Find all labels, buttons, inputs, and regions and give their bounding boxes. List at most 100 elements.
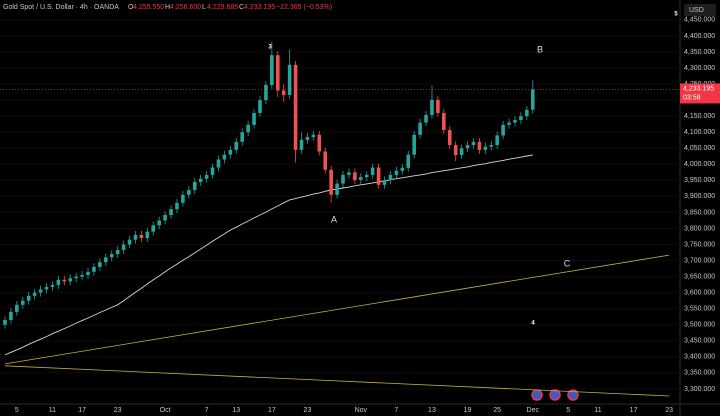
candle-body	[483, 146, 488, 150]
ohlc-key: O	[128, 4, 134, 11]
candle-body	[139, 234, 144, 239]
x-tick-label: 7	[394, 407, 398, 414]
change: −22.365 (−0.53%)	[276, 4, 332, 11]
candle-body	[50, 284, 55, 287]
candle-body	[157, 220, 161, 226]
candle-body	[329, 169, 333, 195]
candle-body	[530, 89, 535, 110]
candle-body	[240, 132, 244, 142]
legend-header: Gold Spot / U.S. Dollar · 4h · OANDA O 4,…	[3, 4, 332, 11]
candle-body	[32, 292, 37, 296]
candle-body	[370, 167, 375, 175]
y-tick-label: 4,050.000	[684, 145, 715, 152]
candle-body	[68, 278, 73, 282]
candle-body	[341, 174, 345, 184]
candle-body	[424, 114, 428, 123]
candle-body	[270, 55, 274, 86]
symbol-title: Gold Spot / U.S. Dollar · 4h · OANDA	[3, 4, 119, 11]
candle-body	[187, 189, 191, 195]
candle-body	[109, 254, 114, 258]
ohlc-value: 4,255.550	[133, 4, 164, 11]
x-tick-label: 17	[78, 407, 86, 414]
y-tick-label: 3,450.000	[684, 338, 715, 345]
candle-body	[15, 304, 19, 312]
currency-button[interactable]	[684, 4, 716, 16]
y-tick-label: 4,400.000	[684, 33, 715, 40]
y-tick-label: 3,650.000	[684, 273, 715, 280]
candle-body	[192, 181, 197, 190]
y-tick-label: 3,350.000	[684, 370, 715, 377]
candle-body	[513, 120, 517, 123]
event-icon[interactable]	[567, 389, 579, 401]
price-axis	[680, 0, 720, 416]
ohlc-value: 4,256.600	[170, 4, 201, 11]
candle-body	[507, 122, 511, 125]
candle-body	[115, 249, 120, 255]
candle-body	[400, 167, 405, 171]
ohlc-value: 4,233.195	[244, 4, 275, 11]
candle-body	[127, 239, 132, 245]
candle-body	[359, 177, 363, 181]
candle-body	[281, 90, 286, 95]
candle-body	[459, 148, 464, 155]
candle-body	[163, 214, 167, 221]
candle-body	[181, 194, 185, 203]
candle-body	[121, 244, 126, 250]
candle-body	[299, 139, 304, 150]
x-tick-label: Dec	[527, 407, 540, 414]
candle-body	[133, 234, 138, 240]
candle-body	[317, 134, 322, 152]
trendline	[4, 254, 670, 365]
x-tick-label: 25	[493, 407, 501, 414]
candle-body	[501, 124, 505, 136]
y-tick-label: 3,300.000	[684, 386, 715, 393]
candle-body	[447, 129, 452, 146]
candle-body	[62, 279, 67, 282]
moving-average	[4, 154, 533, 356]
x-tick-label: 7	[205, 407, 209, 414]
y-tick-label: 3,950.000	[684, 177, 715, 184]
x-tick-label: 11	[594, 407, 601, 414]
candle-body	[86, 271, 90, 276]
candle-body	[382, 180, 387, 185]
currency[interactable]: USD	[689, 7, 704, 14]
y-tick-label: 3,550.000	[684, 306, 715, 313]
y-tick-label: 4,350.000	[684, 49, 715, 56]
x-tick-label: 17	[630, 407, 638, 414]
y-tick-label: 4,000.000	[684, 161, 715, 168]
candle-body	[175, 202, 179, 210]
candle-body	[80, 275, 84, 277]
candle-body	[26, 295, 31, 301]
event-icon[interactable]	[531, 389, 543, 401]
ohlc-key: H	[165, 4, 170, 11]
y-tick-label: 3,800.000	[684, 225, 715, 232]
ohlc-key: L	[202, 4, 206, 11]
candle-body	[198, 178, 203, 182]
y-tick-label: 4,300.000	[684, 65, 715, 72]
wave-label: B	[537, 44, 543, 54]
x-tick-label: Nov	[355, 407, 368, 414]
candle-body	[406, 154, 411, 168]
price-tag-countdown: 03:58	[683, 94, 701, 101]
y-tick-label: 3,500.000	[684, 322, 715, 329]
candle-body	[169, 209, 173, 215]
y-tick-label: 3,400.000	[684, 354, 715, 361]
wave-label: 3	[268, 45, 272, 51]
candle-body	[210, 167, 215, 175]
y-tick-label: 3,700.000	[684, 257, 715, 264]
x-tick-label: 19	[464, 407, 472, 414]
y-tick-label: 3,850.000	[684, 209, 715, 216]
candle-body	[9, 311, 13, 320]
candle-body	[20, 300, 25, 305]
y-tick-label: 3,750.000	[684, 241, 715, 248]
candle-body	[442, 112, 446, 130]
candle-body	[228, 149, 233, 155]
candle-body	[305, 137, 310, 140]
candle-body	[430, 99, 434, 115]
event-icon[interactable]	[549, 389, 561, 401]
candle-body	[56, 279, 61, 285]
x-tick-label: Oct	[160, 407, 171, 414]
candle-body	[216, 159, 221, 168]
candle-body	[465, 145, 470, 149]
